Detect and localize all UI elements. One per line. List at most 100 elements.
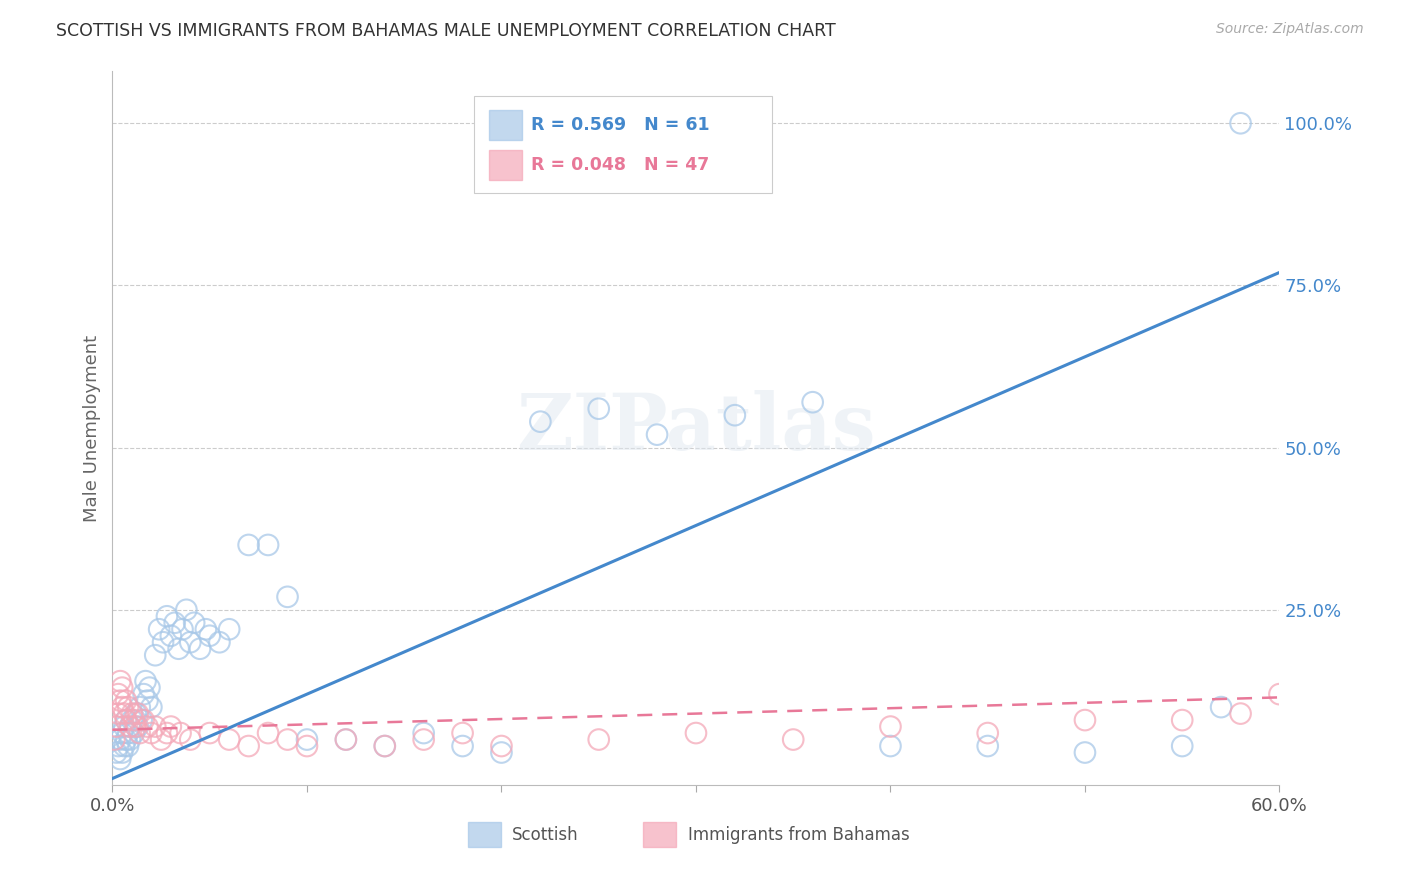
Text: R = 0.048   N = 47: R = 0.048 N = 47 (531, 156, 710, 174)
Point (412, 732, 434, 747)
Point (879, 739, 901, 753)
Point (491, 739, 513, 753)
Point (218, 622, 240, 636)
Point (118, 720, 141, 734)
Point (107, 706, 129, 721)
Point (169, 726, 191, 740)
Point (112, 706, 135, 721)
Point (115, 732, 138, 747)
Point (295, 739, 318, 753)
Point (115, 693, 138, 707)
Point (208, 635, 231, 649)
Point (110, 752, 132, 766)
Point (117, 739, 139, 753)
Point (238, 739, 260, 753)
Point (141, 726, 163, 740)
Point (188, 641, 211, 656)
Bar (644, 822, 676, 847)
Point (198, 726, 221, 740)
Point (127, 720, 149, 734)
Point (179, 635, 201, 649)
Point (588, 401, 610, 416)
Point (103, 732, 125, 747)
Point (107, 739, 129, 753)
Text: Source: ZipAtlas.com: Source: ZipAtlas.com (1216, 22, 1364, 37)
Point (115, 713, 138, 727)
Point (238, 538, 260, 552)
Point (1074, 746, 1097, 760)
Point (1229, 116, 1251, 130)
Point (111, 726, 134, 740)
Point (257, 726, 280, 740)
Point (1229, 706, 1251, 721)
Point (150, 732, 173, 747)
Bar (489, 110, 522, 140)
Point (105, 746, 128, 760)
Point (374, 739, 396, 753)
Point (1171, 739, 1194, 753)
Point (451, 726, 474, 740)
Bar (489, 150, 522, 180)
Point (156, 726, 179, 740)
Point (132, 687, 155, 701)
Text: ZIPatlas: ZIPatlas (516, 390, 876, 467)
FancyBboxPatch shape (474, 96, 772, 193)
Point (135, 674, 157, 689)
Point (335, 732, 357, 747)
Point (110, 693, 132, 707)
Point (110, 674, 132, 689)
Point (138, 681, 160, 695)
Point (122, 726, 145, 740)
Point (976, 726, 998, 740)
Point (122, 713, 145, 727)
Point (179, 732, 201, 747)
Point (529, 415, 551, 429)
Point (121, 706, 143, 721)
Point (782, 732, 804, 747)
Point (335, 732, 357, 747)
Point (976, 739, 998, 753)
Point (167, 641, 190, 656)
Point (451, 739, 474, 753)
Point (118, 732, 141, 747)
Text: Scottish: Scottish (512, 826, 578, 844)
Text: Immigrants from Bahamas: Immigrants from Bahamas (688, 826, 910, 844)
Point (183, 615, 205, 630)
Point (645, 427, 668, 442)
Point (132, 713, 155, 727)
Point (194, 622, 217, 636)
Point (156, 609, 179, 624)
Text: R = 0.569   N = 61: R = 0.569 N = 61 (531, 116, 710, 134)
Point (218, 732, 240, 747)
Point (152, 635, 174, 649)
Point (136, 693, 159, 707)
Point (128, 700, 150, 714)
Y-axis label: Male Unemployment: Male Unemployment (83, 334, 101, 522)
Point (1171, 713, 1194, 727)
Point (374, 739, 396, 753)
Bar (468, 822, 501, 847)
Point (160, 629, 183, 643)
Point (127, 706, 149, 721)
Point (685, 726, 707, 740)
Point (128, 726, 150, 740)
Point (412, 726, 434, 740)
Point (121, 713, 143, 727)
Point (115, 713, 138, 727)
Text: SCOTTISH VS IMMIGRANTS FROM BAHAMAS MALE UNEMPLOYMENT CORRELATION CHART: SCOTTISH VS IMMIGRANTS FROM BAHAMAS MALE… (56, 22, 837, 40)
Point (105, 720, 128, 734)
Point (117, 700, 139, 714)
Point (143, 720, 166, 734)
Point (118, 720, 141, 734)
Point (879, 720, 901, 734)
Point (724, 408, 747, 422)
Point (1209, 700, 1232, 714)
Point (110, 732, 132, 747)
Point (117, 726, 139, 740)
Point (257, 538, 280, 552)
Point (588, 732, 610, 747)
Point (276, 732, 298, 747)
Point (112, 720, 135, 734)
Point (111, 700, 134, 714)
Point (491, 746, 513, 760)
